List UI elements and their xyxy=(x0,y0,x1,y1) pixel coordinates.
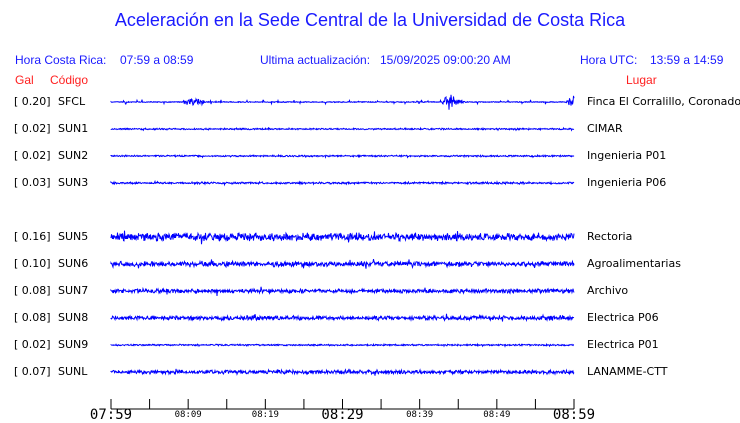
station-gal: [ 0.08] xyxy=(14,311,51,324)
trace-SUN2 xyxy=(110,153,575,159)
station-place: Electrica P06 xyxy=(587,311,659,324)
x-tick-label: 08:59 xyxy=(552,407,596,423)
trace-SUN8 xyxy=(110,313,575,323)
place-column-header: Lugar xyxy=(626,73,657,87)
station-code: SUNL xyxy=(58,365,88,378)
station-code: SUN9 xyxy=(58,338,89,351)
trace-SFCL xyxy=(110,94,575,110)
station-place: Agroalimentarias xyxy=(587,257,681,270)
station-code: SUN8 xyxy=(58,311,89,324)
station-place: Archivo xyxy=(587,284,629,297)
local-time-range: 07:59 a 08:59 xyxy=(120,53,194,67)
station-gal: [ 0.02] xyxy=(14,338,51,351)
station-code: SUN5 xyxy=(58,230,89,243)
station-gal: [ 0.02] xyxy=(14,122,51,135)
station-place: LANAMME-CTT xyxy=(587,365,668,378)
station-code: SUN1 xyxy=(58,122,89,135)
utc-time-range: 13:59 a 14:59 xyxy=(650,53,724,67)
page-title: Aceleración en la Sede Central de la Uni… xyxy=(114,10,626,30)
update-label: Ultima actualización: xyxy=(260,53,371,67)
code-column-header: Código xyxy=(50,73,89,87)
local-time-label: Hora Costa Rica: xyxy=(15,53,107,67)
update-value: 15/09/2025 09:00:20 AM xyxy=(380,53,511,67)
trace-SUN9 xyxy=(110,342,575,348)
station-code: SUN2 xyxy=(58,149,89,162)
station-gal: [ 0.20] xyxy=(14,95,51,108)
station-place: Electrica P01 xyxy=(587,338,659,351)
station-gal: [ 0.07] xyxy=(14,365,51,378)
station-place: CIMAR xyxy=(587,122,623,135)
trace-SUN5 xyxy=(110,230,575,245)
x-tick-label: 08:49 xyxy=(483,410,511,420)
station-gal: [ 0.10] xyxy=(14,257,51,270)
x-tick-label: 08:39 xyxy=(406,410,434,420)
station-code: SFCL xyxy=(58,95,86,108)
station-gal: [ 0.16] xyxy=(14,230,51,243)
x-tick-label: 07:59 xyxy=(89,407,133,423)
station-gal: [ 0.03] xyxy=(14,176,51,189)
x-tick-label: 08:29 xyxy=(321,407,364,423)
utc-time-label: Hora UTC: xyxy=(580,53,638,67)
gal-column-header: Gal xyxy=(15,73,34,87)
trace-SUN1 xyxy=(110,126,575,132)
station-code: SUN6 xyxy=(58,257,89,270)
station-place: Rectoria xyxy=(587,230,633,243)
x-tick-label: 08:09 xyxy=(174,410,202,420)
trace-SUNL xyxy=(110,368,575,376)
trace-SUN7 xyxy=(110,286,575,296)
station-code: SUN3 xyxy=(58,176,89,189)
station-gal: [ 0.02] xyxy=(14,149,51,162)
trace-SUN6 xyxy=(110,258,575,270)
station-place: Finca El Corralillo, Coronado xyxy=(587,95,740,108)
station-code: SUN7 xyxy=(58,284,89,297)
station-place: Ingenieria P06 xyxy=(587,176,667,189)
station-gal: [ 0.08] xyxy=(14,284,51,297)
station-place: Ingenieria P01 xyxy=(587,149,667,162)
trace-SUN3 xyxy=(110,179,575,187)
x-tick-label: 08:19 xyxy=(251,410,279,420)
